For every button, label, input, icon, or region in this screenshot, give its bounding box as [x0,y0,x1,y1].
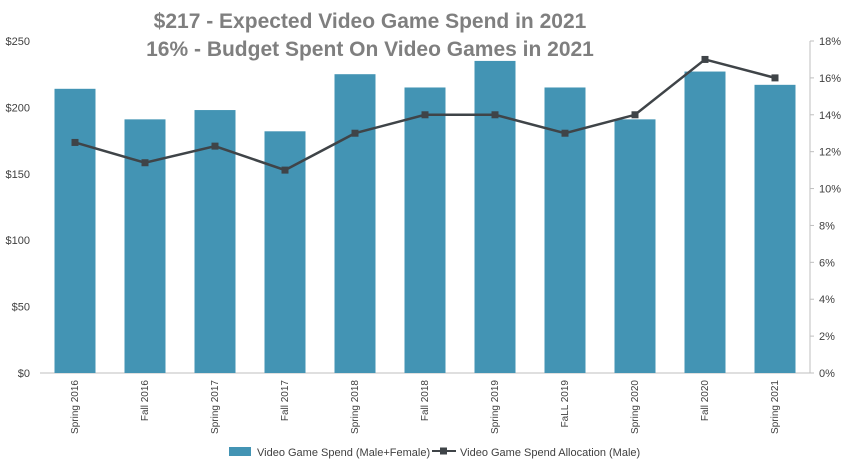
line-point [771,74,779,82]
bar [194,110,236,373]
x-axis-labels: Spring 2016 Fall 2016 Spring 2017 Fall 2017… [70,380,781,434]
x-tick-label: Spring 2021 [770,380,781,434]
legend-bar-label: Video Game Spend (Male+Female) [257,447,430,459]
legend: Video Game Spend (Male+Female) Video Gam… [229,447,640,459]
line-series [71,55,779,174]
bar [404,87,446,373]
bar [334,74,376,373]
line-point [631,111,639,119]
line-point [561,129,569,137]
chart-subtitle: 16% - Budget Spent On Video Games in 202… [146,38,594,61]
line-point [71,138,79,146]
right-tick-label: 6% [819,257,835,269]
x-tick-label: Spring 2018 [350,380,361,434]
chart-title: $217 - Expected Video Game Spend in 2021 [153,10,587,33]
line-point [491,111,499,119]
right-y-axis: 0% 2% 4% 6% 8% 10% 12% 14% 16% 18% [809,36,841,380]
line-point [421,111,429,119]
x-tick-label: FaLL 2019 [560,380,571,428]
left-tick-label: $50 [12,302,30,314]
bar [614,119,656,374]
line-point [701,55,709,63]
right-tick-label: 4% [819,294,835,306]
x-tick-label: Fall 2018 [420,380,431,422]
right-tick-label: 0% [819,368,835,380]
right-tick-label: 18% [819,36,841,48]
x-tick-label: Spring 2016 [70,380,81,434]
x-tick-label: Spring 2017 [210,380,221,434]
legend-bar-swatch [229,447,251,456]
right-tick-label: 2% [819,331,835,343]
left-tick-label: $150 [6,169,30,181]
left-tick-label: $200 [6,102,30,114]
right-tick-label: 10% [819,184,841,196]
bar [684,71,726,373]
legend-line-marker [440,447,447,455]
legend-line-label: Video Game Spend Allocation (Male) [460,447,640,459]
right-tick-label: 14% [819,110,841,122]
bar [754,84,796,373]
left-tick-label: $250 [6,36,30,48]
left-tick-label: $0 [18,368,30,380]
x-tick-label: Fall 2017 [280,380,291,422]
bar [54,88,96,374]
line-point [351,129,359,137]
bar [474,60,516,374]
x-tick-label: Spring 2020 [630,380,641,434]
line-point [281,166,289,174]
line-point [211,142,219,150]
bar-series [54,60,796,374]
right-tick-label: 12% [819,147,841,159]
x-tick-label: Fall 2016 [140,380,151,422]
right-tick-label: 16% [819,73,841,85]
x-tick-label: Spring 2019 [490,380,501,434]
right-tick-label: 8% [819,220,835,232]
x-tick-label: Fall 2020 [700,380,711,422]
left-tick-label: $100 [6,235,30,247]
line-point [141,159,149,167]
